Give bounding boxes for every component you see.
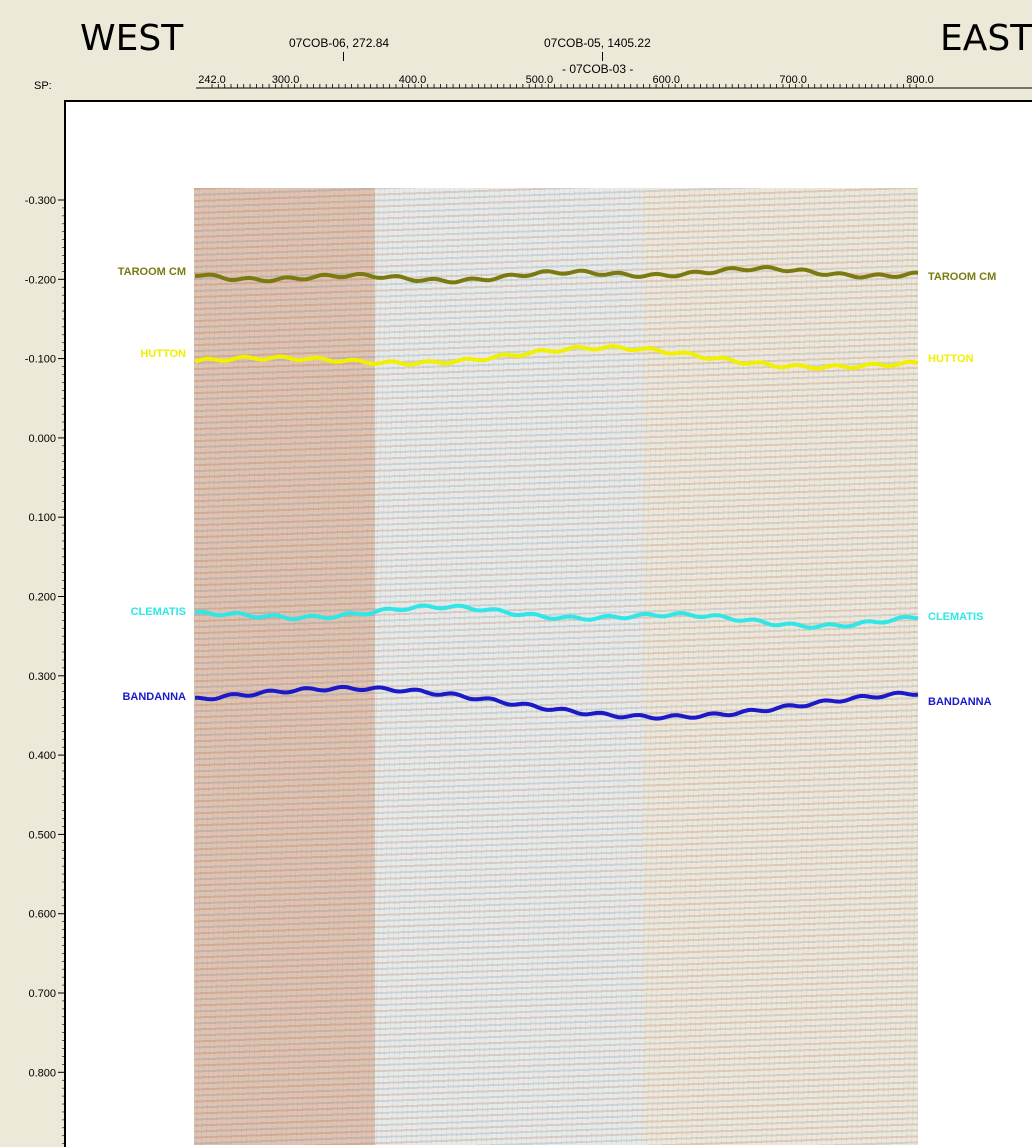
horizon-line[interactable]: [194, 344, 919, 371]
sp-tick-label: 500.0: [526, 74, 554, 86]
time-tick-label: 0.200: [28, 592, 56, 604]
time-tick-label: -0.300: [25, 195, 56, 207]
sp-tick-label: 800.0: [906, 74, 934, 86]
well-07cob-06-label[interactable]: 07COB-06, 272.84: [289, 36, 390, 50]
horizon-lines: [194, 265, 919, 721]
horizon-label-right: TAROOM CM: [928, 271, 997, 283]
well-07cob-06-marker: [343, 52, 344, 61]
time-axis: -0.300 -0.200 -0.100 0.000 0.100 0.200 0.300 0.…: [25, 195, 66, 1144]
horizon-label-right: BANDANNA: [928, 696, 992, 708]
time-tick-label: 0.300: [28, 671, 56, 683]
well-07cob-03-label[interactable]: - 07COB-03 -: [562, 62, 634, 76]
horizon-label-left: CLEMATIS: [130, 606, 186, 618]
well-07cob-05-label[interactable]: 07COB-05, 1405.22: [544, 36, 651, 50]
horizon-line[interactable]: [195, 684, 919, 721]
sp-tick-label: 600.0: [652, 74, 680, 86]
horizon-label-left: HUTTON: [140, 348, 186, 360]
seismic-section[interactable]: [194, 188, 918, 1145]
sp-tick-label: 242.0: [198, 74, 226, 86]
time-tick-label: 0.600: [28, 909, 56, 921]
sp-tick-label: 400.0: [399, 74, 427, 86]
time-tick-label: 0.400: [28, 750, 56, 762]
horizon-label-right: CLEMATIS: [928, 611, 984, 623]
time-tick-label: 0.800: [28, 1067, 56, 1079]
east-label: EAST: [940, 18, 1032, 59]
horizon-label-left: BANDANNA: [122, 691, 186, 703]
horizon-line[interactable]: [195, 265, 918, 285]
west-label: WEST: [80, 18, 184, 59]
seismic-amplitude-image: [194, 188, 918, 1145]
sp-tick-label: 300.0: [272, 74, 300, 86]
sp-axis: 242.0 300.0 400.0 500.0 600.0 700.0 800.0: [196, 74, 1032, 89]
sp-axis-label: SP:: [34, 80, 52, 92]
well-07cob-05-marker: [602, 52, 603, 61]
time-tick-label: -0.200: [25, 274, 56, 286]
horizon-label-left: TAROOM CM: [117, 266, 186, 278]
time-tick-label: 0.000: [28, 433, 56, 445]
sp-tick-label: 700.0: [779, 74, 807, 86]
time-tick-label: 0.500: [28, 829, 56, 841]
horizon-label-right: HUTTON: [928, 353, 974, 365]
time-tick-label: 0.700: [28, 988, 56, 1000]
time-tick-label: 0.100: [28, 512, 56, 524]
horizon-line[interactable]: [194, 603, 919, 630]
time-tick-label: -0.100: [25, 354, 56, 366]
